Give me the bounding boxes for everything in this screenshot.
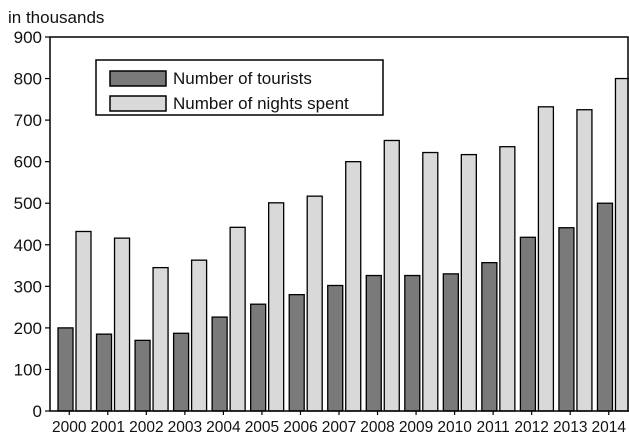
bar-nights [576, 109, 593, 412]
bar-nights [537, 106, 555, 412]
bar-tourists [442, 273, 459, 412]
x-tick-label: 2007 [322, 419, 356, 434]
bar-tourists [365, 274, 382, 412]
x-tick-label: 2004 [206, 419, 241, 434]
bar-tourists [481, 261, 498, 412]
x-tick-label: 2008 [360, 419, 394, 434]
bar-tourists [596, 202, 614, 412]
x-tick-label: 2005 [245, 419, 279, 434]
legend-label-tourists: Number of tourists [173, 69, 312, 88]
x-tick-label: 2003 [168, 419, 202, 434]
bar-tourists [404, 274, 421, 412]
y-axis-ticks: 0 100 200 300 400 500 600 700 800 900 [14, 28, 50, 421]
x-tick-label: 2002 [129, 419, 163, 434]
y-tick-label: 300 [14, 277, 42, 296]
bar-tourists [250, 303, 267, 412]
bar-tourists [134, 339, 151, 412]
y-tick-label: 100 [14, 360, 42, 379]
bar-tourists [519, 236, 537, 412]
y-tick-label: 800 [14, 70, 42, 89]
bar-nights [190, 259, 208, 412]
x-tick-label: 2010 [437, 419, 472, 434]
x-tick-label: 2013 [553, 419, 587, 434]
legend: Number of tourists Number of nights spen… [95, 59, 384, 116]
x-tick-label: 2000 [52, 419, 87, 434]
bar-tourists [327, 284, 344, 412]
y-tick-label: 700 [14, 111, 42, 130]
bar-nights [614, 77, 629, 412]
legend-swatch-tourists [109, 70, 167, 87]
y-tick-label: 200 [14, 319, 42, 338]
x-tick-label: 2011 [476, 419, 509, 434]
plot-frame [49, 36, 629, 412]
y-tick-label: 400 [14, 236, 42, 255]
bar-nights [152, 266, 169, 412]
bar-tourists [211, 316, 228, 412]
bar-tourists [57, 327, 74, 412]
bar-tourists [95, 333, 113, 412]
x-tick-label: 2012 [514, 419, 548, 434]
y-unit-label: in thousands [8, 8, 104, 27]
bar-tourists [288, 293, 305, 412]
bars-group [57, 77, 629, 412]
bar-nights [499, 146, 516, 412]
x-axis-ticks: 2000 2001 2002 2003 2004 2005 2006 2007 2008 2009… [52, 411, 626, 436]
x-tick-label: 2009 [399, 419, 433, 434]
bar-nights [113, 237, 131, 412]
bar-nights [306, 195, 323, 412]
bar-tourists [558, 227, 575, 412]
x-tick-label: 2001 [91, 419, 125, 434]
bar-nights [460, 153, 477, 412]
y-tick-label: 0 [33, 402, 42, 421]
x-tick-label: 2014 [591, 419, 626, 434]
y-tick-label: 600 [14, 153, 42, 172]
y-tick-label: 900 [14, 28, 42, 47]
bar-nights [75, 230, 92, 412]
legend-swatch-nights [109, 95, 167, 112]
x-tick-label: 2006 [283, 419, 317, 434]
bar-nights [345, 161, 362, 412]
bar-nights [422, 151, 439, 412]
bar-nights [383, 139, 400, 412]
bar-nights [229, 226, 246, 412]
legend-label-nights: Number of nights spent [173, 94, 349, 113]
bar-tourists [172, 332, 190, 412]
y-tick-label: 500 [14, 194, 42, 213]
bar-nights [268, 202, 285, 412]
